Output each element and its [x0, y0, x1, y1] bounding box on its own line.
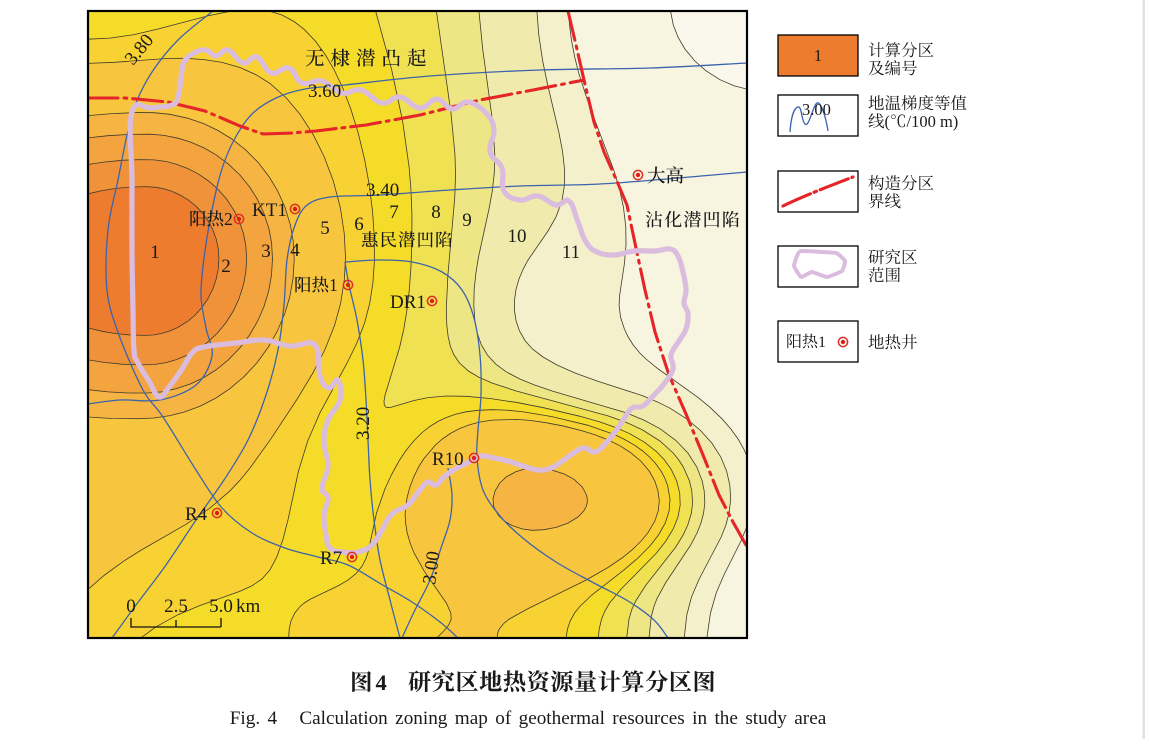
svg-text:Fig. 4 Calculation zoning ma: Fig. 4 Calculation zoning map of geother…	[230, 708, 827, 729]
svg-text:3: 3	[261, 241, 271, 262]
svg-text:DR1: DR1	[390, 292, 426, 313]
svg-text:(: (	[885, 112, 891, 131]
svg-text:3.60: 3.60	[308, 81, 341, 102]
svg-text:0: 0	[126, 596, 136, 617]
svg-text:5: 5	[320, 218, 330, 239]
svg-text:4: 4	[290, 240, 300, 261]
svg-text:1: 1	[329, 275, 338, 295]
svg-text:3.20: 3.20	[353, 407, 374, 440]
svg-text:1: 1	[150, 242, 160, 263]
svg-text:1: 1	[814, 46, 823, 65]
svg-text:km: km	[236, 596, 261, 617]
svg-text:4: 4	[376, 670, 387, 695]
svg-text:R10: R10	[432, 449, 464, 470]
svg-text:/100 m): /100 m)	[907, 112, 959, 131]
svg-text:10: 10	[508, 226, 527, 247]
svg-text:3.00: 3.00	[419, 550, 444, 586]
svg-text:KT1: KT1	[252, 200, 287, 221]
svg-text:9: 9	[462, 210, 472, 231]
svg-text:R7: R7	[320, 548, 342, 569]
svg-text:2.5: 2.5	[164, 596, 188, 617]
svg-text:5.0: 5.0	[209, 596, 233, 617]
svg-text:3.40: 3.40	[366, 180, 399, 201]
svg-text:3.00: 3.00	[802, 100, 831, 119]
svg-text:8: 8	[431, 202, 441, 223]
svg-text:R4: R4	[185, 504, 208, 525]
svg-text:6: 6	[354, 214, 364, 235]
svg-text:7: 7	[389, 202, 399, 223]
svg-text:2: 2	[224, 209, 233, 229]
svg-text:11: 11	[562, 242, 580, 263]
svg-text:1: 1	[818, 334, 826, 351]
svg-text:2: 2	[221, 256, 231, 277]
